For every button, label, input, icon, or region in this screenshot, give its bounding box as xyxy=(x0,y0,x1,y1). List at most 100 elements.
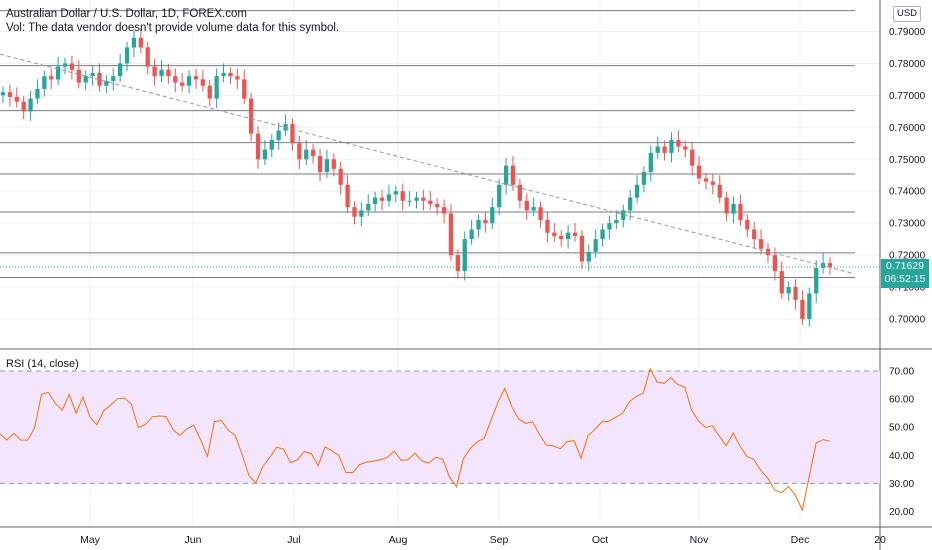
candle-body[interactable] xyxy=(55,66,61,80)
candle-body[interactable] xyxy=(793,287,798,300)
candle-body[interactable] xyxy=(552,232,557,236)
candle-body[interactable] xyxy=(510,165,516,185)
candle-body[interactable] xyxy=(752,229,757,240)
candle-body[interactable] xyxy=(21,101,26,112)
candle-body[interactable] xyxy=(414,197,419,201)
candle-body[interactable] xyxy=(14,96,19,102)
candle-body[interactable] xyxy=(476,219,481,230)
candle-body[interactable] xyxy=(193,76,199,80)
candle-body[interactable] xyxy=(359,210,364,217)
candle-body[interactable] xyxy=(572,232,578,236)
candle-body[interactable] xyxy=(690,149,695,166)
candle-body[interactable] xyxy=(724,197,729,214)
candle-body[interactable] xyxy=(738,203,743,220)
candle-body[interactable] xyxy=(42,76,47,89)
candle-body[interactable] xyxy=(607,223,612,230)
candle-body[interactable] xyxy=(621,210,626,220)
candle-body[interactable] xyxy=(255,133,261,160)
candle-body[interactable] xyxy=(248,98,254,134)
candle-body[interactable] xyxy=(428,200,433,204)
candle-body[interactable] xyxy=(634,184,640,198)
candle-body[interactable] xyxy=(317,156,323,173)
candle-body[interactable] xyxy=(186,76,192,86)
trendline[interactable] xyxy=(0,53,856,275)
candle-body[interactable] xyxy=(345,184,350,208)
candle-body[interactable] xyxy=(28,98,33,112)
candle-body[interactable] xyxy=(559,235,564,240)
candle-body[interactable] xyxy=(421,197,426,201)
candle-body[interactable] xyxy=(83,76,88,83)
candle-body[interactable] xyxy=(517,184,523,201)
candle-body[interactable] xyxy=(469,229,474,240)
candle-body[interactable] xyxy=(338,168,343,185)
candle-body[interactable] xyxy=(373,197,378,204)
candle-body[interactable] xyxy=(69,63,75,70)
candle-body[interactable] xyxy=(662,146,667,153)
candle-body[interactable] xyxy=(655,146,660,153)
candle-body[interactable] xyxy=(262,149,268,160)
candle-body[interactable] xyxy=(565,232,571,240)
candle-body[interactable] xyxy=(90,72,95,77)
candle-body[interactable] xyxy=(152,66,157,77)
candle-body[interactable] xyxy=(545,219,550,233)
candle-body[interactable] xyxy=(593,239,598,252)
candle-body[interactable] xyxy=(497,184,502,208)
candle-body[interactable] xyxy=(62,63,68,67)
candle-body[interactable] xyxy=(683,146,688,150)
candle-body[interactable] xyxy=(524,200,529,211)
candle-body[interactable] xyxy=(97,72,102,86)
candle-body[interactable] xyxy=(379,197,385,201)
candle-body[interactable] xyxy=(490,207,495,224)
candle-body[interactable] xyxy=(786,287,791,294)
candle-body[interactable] xyxy=(124,47,130,64)
candle-body[interactable] xyxy=(200,79,205,86)
candle-body[interactable] xyxy=(448,213,454,256)
candle-body[interactable] xyxy=(214,76,219,99)
candle-body[interactable] xyxy=(669,140,674,153)
candle-body[interactable] xyxy=(310,149,316,157)
candle-body[interactable] xyxy=(435,203,440,208)
candle-body[interactable] xyxy=(717,184,722,198)
candle-body[interactable] xyxy=(600,229,605,240)
candle-body[interactable] xyxy=(290,124,295,144)
candle-body[interactable] xyxy=(731,203,736,214)
currency-button[interactable]: USD xyxy=(893,6,921,22)
candle-body[interactable] xyxy=(807,293,812,319)
candle-body[interactable] xyxy=(586,251,591,262)
candle-body[interactable] xyxy=(159,69,164,77)
candle-body[interactable] xyxy=(0,92,6,96)
candle-body[interactable] xyxy=(393,191,398,195)
candle-body[interactable] xyxy=(49,76,54,80)
candle-body[interactable] xyxy=(366,203,371,211)
candle-body[interactable] xyxy=(614,219,619,224)
candle-body[interactable] xyxy=(503,165,509,185)
candle-body[interactable] xyxy=(703,178,709,182)
candle-body[interactable] xyxy=(35,88,40,99)
candle-body[interactable] xyxy=(441,207,447,214)
candle-body[interactable] xyxy=(758,239,764,249)
candle-body[interactable] xyxy=(676,140,681,147)
candle-body[interactable] xyxy=(648,152,653,173)
candle-body[interactable] xyxy=(180,82,185,86)
candle-body[interactable] xyxy=(745,219,750,230)
candle-body[interactable] xyxy=(173,76,178,83)
candle-body[interactable] xyxy=(118,63,123,77)
candle-body[interactable] xyxy=(145,47,150,67)
candle-body[interactable] xyxy=(324,159,330,173)
candle-body[interactable] xyxy=(641,172,647,185)
candle-body[interactable] xyxy=(331,159,336,169)
candle-body[interactable] xyxy=(696,165,702,179)
candle-body[interactable] xyxy=(242,79,247,99)
candle-body[interactable] xyxy=(235,76,240,80)
candle-body[interactable] xyxy=(131,37,137,48)
candle-body[interactable] xyxy=(138,37,143,48)
candle-body[interactable] xyxy=(579,235,585,262)
candle-body[interactable] xyxy=(800,299,805,319)
candle-body[interactable] xyxy=(814,267,819,294)
candle-body[interactable] xyxy=(76,69,81,83)
candle-body[interactable] xyxy=(228,72,233,77)
candle-body[interactable] xyxy=(269,140,274,150)
candle-body[interactable] xyxy=(352,207,357,217)
candle-body[interactable] xyxy=(111,76,116,81)
